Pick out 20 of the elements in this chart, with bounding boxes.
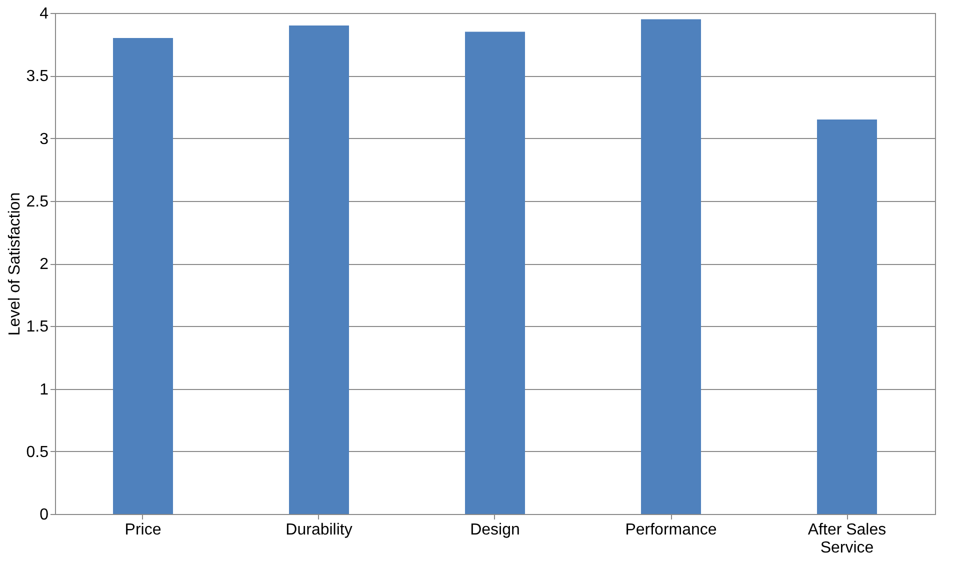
y-tick-label: 0.5 — [26, 444, 49, 461]
x-tick-label: After Sales Service — [808, 522, 886, 556]
x-tick-label: Design — [470, 522, 520, 538]
x-tick-label: Performance — [625, 522, 717, 538]
bar — [817, 119, 877, 514]
y-tick-label: 3.5 — [26, 68, 49, 86]
bar — [465, 32, 525, 514]
y-tick-label: 3 — [40, 130, 49, 148]
x-tick-label: Price — [124, 522, 162, 538]
y-tick-label: 2 — [40, 256, 49, 273]
bar — [113, 38, 173, 514]
y-axis-title: Level of Satisfaction — [6, 192, 24, 336]
y-tick-label: 1 — [40, 381, 49, 398]
y-tick-label: 1.5 — [26, 318, 49, 336]
y-tick-label: 0 — [40, 506, 49, 524]
y-tick-label: 2.5 — [26, 193, 49, 210]
bar — [641, 19, 701, 514]
x-tick-label: Durability — [286, 522, 352, 538]
bar — [289, 26, 349, 514]
y-tick-label: 4 — [40, 6, 49, 22]
